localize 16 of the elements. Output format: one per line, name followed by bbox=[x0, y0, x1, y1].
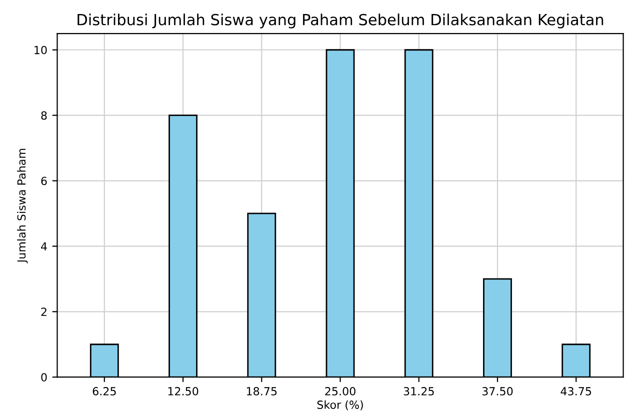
x-tick-label: 31.25 bbox=[404, 387, 434, 396]
y-tick-label: 6 bbox=[41, 176, 47, 186]
x-tick-label: 18.75 bbox=[246, 387, 277, 396]
x-tick-label: 12.50 bbox=[168, 387, 198, 396]
x-tick-label: 6.25 bbox=[92, 387, 116, 396]
y-tick-label: 4 bbox=[40, 242, 47, 250]
chart-title: Distribusi Jumlah Siswa yang Paham Sebelum Dilaksanakan Kegiatan bbox=[78, 14, 604, 28]
x-axis-title: Skor (%) bbox=[317, 400, 363, 410]
x-tick-label: 43.75 bbox=[560, 387, 592, 396]
y-tick-label: 10 bbox=[34, 46, 47, 54]
x-tick-label: 25.00 bbox=[325, 387, 356, 396]
y-tick-label: 0 bbox=[41, 373, 47, 382]
y-tick-label: 8 bbox=[41, 111, 47, 120]
y-tick-label: 2 bbox=[41, 308, 46, 316]
y-axis-title: Jumlah Siswa Paham bbox=[17, 148, 28, 264]
x-tick-label: 37.50 bbox=[482, 387, 513, 396]
